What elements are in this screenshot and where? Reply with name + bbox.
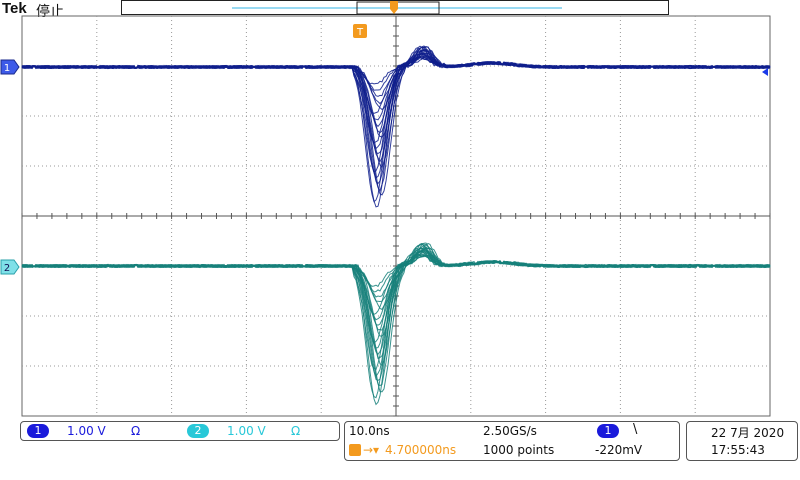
channel-1-waveforms xyxy=(21,45,771,208)
time-per-div: 10.0ns xyxy=(349,424,390,438)
ch2-scale: 1.00 V xyxy=(227,424,266,438)
trigger-slope-icon: \ xyxy=(633,422,638,437)
delay-arrow-icon: →▾ xyxy=(363,443,380,457)
record-length: 1000 points xyxy=(483,443,555,457)
channel-2-waveforms xyxy=(21,242,771,406)
trigger-delay-icon xyxy=(349,444,361,456)
record-view-bar[interactable] xyxy=(121,0,669,15)
record-trigger-marker-icon xyxy=(390,1,398,14)
trigger-level-arrow-icon[interactable] xyxy=(762,68,768,76)
ch2-coupling: Ω xyxy=(291,424,301,438)
ch2-marker-label: 2 xyxy=(4,263,10,274)
trigger-position-marker[interactable]: T xyxy=(353,24,367,38)
trigger-marker-label: T xyxy=(356,27,364,38)
channel-readout-panel[interactable]: 1 1.00 V Ω 2 1.00 V Ω xyxy=(20,421,340,441)
time-display: 17:55:43 xyxy=(711,443,765,457)
ch1-coupling: Ω xyxy=(131,424,141,438)
ch1-badge[interactable]: 1 xyxy=(27,424,49,438)
waveform-display[interactable]: T 1 2 xyxy=(0,0,800,420)
ch2-badge[interactable]: 2 xyxy=(187,424,209,438)
trigger-delay: 4.700000ns xyxy=(385,443,457,457)
ch2-ground-marker[interactable]: 2 xyxy=(0,259,20,275)
ch1-ground-marker[interactable]: 1 xyxy=(0,59,20,75)
datetime-panel: 22 7月 2020 17:55:43 xyxy=(686,421,798,461)
trigger-level: -220mV xyxy=(595,443,643,457)
trigger-source-badge[interactable]: 1 xyxy=(597,424,619,438)
sample-rate: 2.50GS/s xyxy=(483,424,537,438)
brand-logo: Tek xyxy=(2,0,27,17)
ch1-marker-label: 1 xyxy=(4,63,10,74)
ch1-scale: 1.00 V xyxy=(67,424,106,438)
date-display: 22 7月 2020 xyxy=(711,426,785,440)
horizontal-trigger-panel[interactable]: 10.0ns 2.50GS/s 1 \ →▾ 4.700000ns 1000 p… xyxy=(344,421,680,461)
